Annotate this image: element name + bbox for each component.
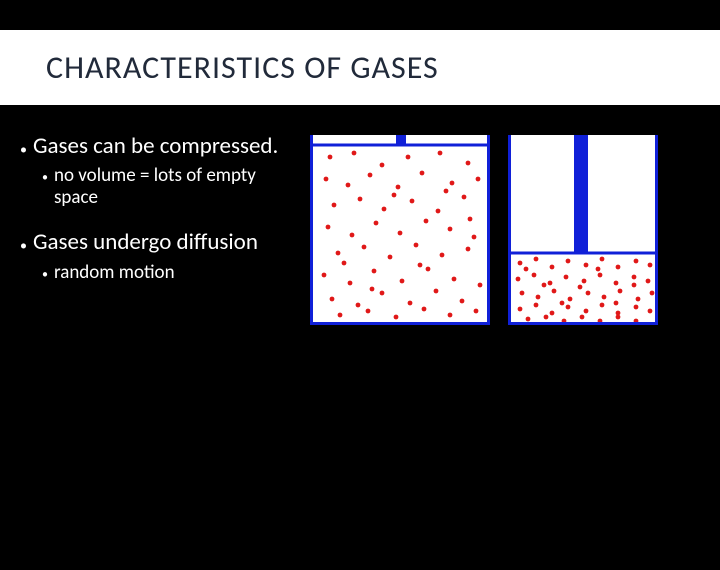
gas-diagram-right <box>508 135 658 325</box>
bullet-dot-icon: • <box>20 237 27 254</box>
bullet-1-sub: • no volume = lots of empty space <box>42 165 290 209</box>
bullet-dot-icon: • <box>20 141 27 158</box>
gas-panel-expanded <box>310 135 490 325</box>
bullet-dot-icon: • <box>42 171 48 185</box>
slide-title: CHARACTERISTICS OF GASES <box>46 48 720 87</box>
bullet-dot-icon: • <box>42 268 48 282</box>
bullet-1-text: Gases can be compressed. <box>33 133 278 159</box>
bullet-2-sub: • random motion <box>42 262 290 284</box>
bullet-2-sub-text: random motion <box>54 262 175 284</box>
title-band: CHARACTERISTICS OF GASES <box>0 30 720 105</box>
diagram-column <box>310 135 658 325</box>
content-row: • Gases can be compressed. • no volume =… <box>0 133 720 325</box>
bullet-2-text: Gases undergo diffusion <box>33 229 258 255</box>
bullet-2: • Gases undergo diffusion <box>20 229 290 255</box>
bullet-1: • Gases can be compressed. <box>20 133 290 159</box>
bullet-1-sub-text: no volume = lots of empty space <box>54 165 290 209</box>
text-column: • Gases can be compressed. • no volume =… <box>0 133 290 325</box>
gas-diagram-left <box>310 135 490 325</box>
gas-panel-compressed <box>508 135 658 325</box>
